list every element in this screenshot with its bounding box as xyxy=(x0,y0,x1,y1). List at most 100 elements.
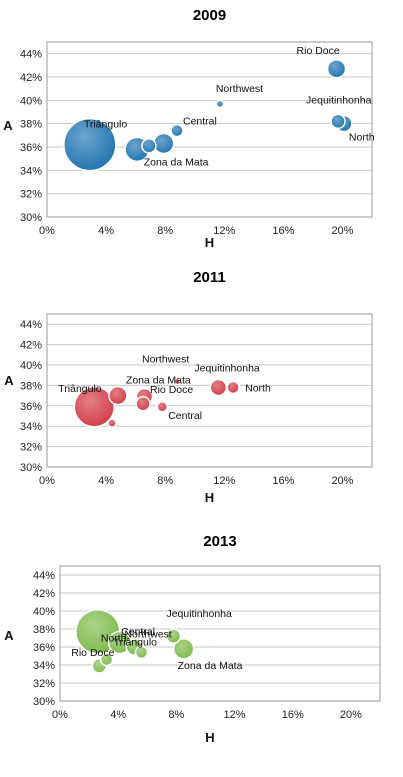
y-tick-label: 34% xyxy=(33,660,55,672)
y-tick-label: 40% xyxy=(20,95,42,107)
y-axis-label: A xyxy=(3,118,13,133)
bubble-northwest xyxy=(173,377,181,386)
y-axis-label: A xyxy=(4,373,14,388)
x-tick-label: 12% xyxy=(213,225,235,237)
y-tick-label: 42% xyxy=(33,588,55,600)
bubble-northwest xyxy=(215,99,225,109)
y-tick-label: 44% xyxy=(33,570,55,582)
x-tick-label: 0% xyxy=(39,225,55,237)
bubbles xyxy=(63,59,353,172)
x-tick-label: 16% xyxy=(282,709,304,721)
y-tick-label: 30% xyxy=(20,462,42,474)
y-tick-label: 32% xyxy=(20,189,42,201)
bubble-label: Central xyxy=(183,116,217,128)
bubble-label: Jequitinhonha xyxy=(194,362,260,374)
bubble-tri-ngulo xyxy=(63,117,117,172)
bubble-unlabeled xyxy=(141,138,157,154)
y-tick-label: 44% xyxy=(20,49,42,61)
bubble-label: Rio Doce xyxy=(150,384,193,396)
y-tick-label: 40% xyxy=(33,606,55,618)
bubble-label: North xyxy=(349,132,375,144)
bubble-unlabeled xyxy=(107,418,117,428)
bubble-chart-2013: 2013 30% 32% 34% 36% 38% 40% 42% 44% 0% 4% 8% 12% 16%… xyxy=(4,533,381,745)
x-tick-label: 4% xyxy=(110,709,126,721)
x-tick-label: 20% xyxy=(340,709,362,721)
chart-panel-2011: 2011 30% 32% 34% 36% 38% 40% 42% 44% 0% 4% 8% 12% 16%… xyxy=(0,265,403,515)
bubble-rio-doce xyxy=(135,396,151,412)
x-tick-label: 4% xyxy=(98,225,114,237)
bubble-label: Central xyxy=(168,410,202,422)
x-tick-label: 4% xyxy=(98,475,114,487)
bubble-chart-2009: 2009 30% 32% 34% 36% 38% 40% 42% 44% 0% 4% 8% 12% 16%… xyxy=(3,7,375,250)
chart-title: 2011 xyxy=(193,269,226,286)
y-tick-label: 42% xyxy=(20,340,42,352)
x-axis-label: H xyxy=(205,235,214,250)
x-axis-label: H xyxy=(205,730,214,745)
chart-panel-2009: 2009 30% 32% 34% 36% 38% 40% 42% 44% 0% 4% 8% 12% 16%… xyxy=(0,0,403,250)
bubble-jequitinhonha xyxy=(165,628,182,644)
bubbles xyxy=(75,608,195,674)
bubble-tri-ngulo xyxy=(73,386,116,428)
x-tick-label: 8% xyxy=(157,225,173,237)
y-tick-label: 34% xyxy=(20,165,42,177)
x-tick-label: 12% xyxy=(224,709,246,721)
y-tick-label: 38% xyxy=(33,624,55,636)
bubble-label: North xyxy=(101,633,127,645)
bubble-label: Triângulo xyxy=(114,637,158,649)
y-tick-label: 36% xyxy=(20,142,42,154)
bubble-label: Triângulo xyxy=(84,119,128,131)
y-tick-label: 30% xyxy=(20,212,42,224)
bubble-label: North xyxy=(245,382,271,394)
chart-title: 2009 xyxy=(193,7,226,24)
x-tick-label: 16% xyxy=(272,225,294,237)
plot-frame xyxy=(59,565,381,702)
x-tick-label: 8% xyxy=(168,709,184,721)
bubble-label: Triângulo xyxy=(58,383,102,395)
bubble-label: Rio Doce xyxy=(71,647,114,659)
bubble-northwest xyxy=(134,645,149,660)
x-tick-label: 20% xyxy=(331,225,353,237)
chart-title: 2013 xyxy=(203,533,236,550)
bubble-label: Central xyxy=(121,626,155,638)
bubble-chart-2011: 2011 30% 32% 34% 36% 38% 40% 42% 44% 0% 4% 8% 12% 16%… xyxy=(4,269,373,505)
y-tick-label: 38% xyxy=(20,380,42,392)
chart-panel-2013: 2013 30% 32% 34% 36% 38% 40% 42% 44% 0% 4% 8% 12% 16%… xyxy=(0,527,403,777)
bubble-zona-da-mata xyxy=(108,385,128,406)
bubble-label: Zona da Mata xyxy=(178,660,243,672)
x-tick-label: 12% xyxy=(213,475,235,487)
plot-frame xyxy=(46,313,373,468)
x-tick-label: 8% xyxy=(157,475,173,487)
y-tick-label: 36% xyxy=(20,401,42,413)
bubble-zona-da-mata xyxy=(172,638,195,660)
plot-frame xyxy=(46,41,373,218)
bubble-label: Zona da Mata xyxy=(144,157,209,169)
x-axis-label: H xyxy=(205,490,214,505)
y-tick-label: 30% xyxy=(33,696,55,708)
y-tick-label: 32% xyxy=(33,678,55,690)
x-tick-label: 20% xyxy=(331,475,353,487)
bubble-central xyxy=(156,401,168,413)
bubble-north xyxy=(226,380,240,395)
x-tick-label: 0% xyxy=(52,709,68,721)
y-axis-label: A xyxy=(4,628,14,643)
y-tick-label: 38% xyxy=(20,119,42,131)
y-tick-label: 32% xyxy=(20,442,42,454)
bubble-label: Northwest xyxy=(142,353,189,365)
bubble-jequitinhonha xyxy=(209,378,228,397)
bubble-unlabeled xyxy=(99,652,114,667)
bubble-label: Northwest xyxy=(124,628,171,640)
bubble-label: Jequitinhonha xyxy=(306,94,372,106)
bubbles xyxy=(73,377,240,428)
bubble-central xyxy=(170,123,184,138)
bubble-label: Zona da Mata xyxy=(126,375,191,387)
bubble-label: Rio Doce xyxy=(297,45,340,57)
y-tick-label: 36% xyxy=(33,642,55,654)
bubble-label: Northwest xyxy=(216,83,263,95)
y-tick-label: 34% xyxy=(20,421,42,433)
bubble-zona-da-mata xyxy=(152,132,175,155)
bubble-label: Jequitinhonha xyxy=(166,608,232,620)
y-tick-label: 40% xyxy=(20,360,42,372)
x-tick-label: 0% xyxy=(39,475,55,487)
bubble-jequitinhonha xyxy=(330,113,346,130)
y-tick-label: 44% xyxy=(20,319,42,331)
